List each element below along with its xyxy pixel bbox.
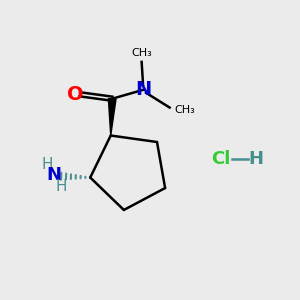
Text: N: N xyxy=(135,80,151,99)
Text: N: N xyxy=(46,166,62,184)
Text: CH₃: CH₃ xyxy=(174,106,195,116)
Text: H: H xyxy=(41,158,53,172)
Polygon shape xyxy=(108,99,116,136)
Text: CH₃: CH₃ xyxy=(131,48,152,59)
Text: H: H xyxy=(56,179,68,194)
Text: Cl: Cl xyxy=(211,150,230,168)
Text: O: O xyxy=(67,85,84,104)
Text: H: H xyxy=(248,150,263,168)
